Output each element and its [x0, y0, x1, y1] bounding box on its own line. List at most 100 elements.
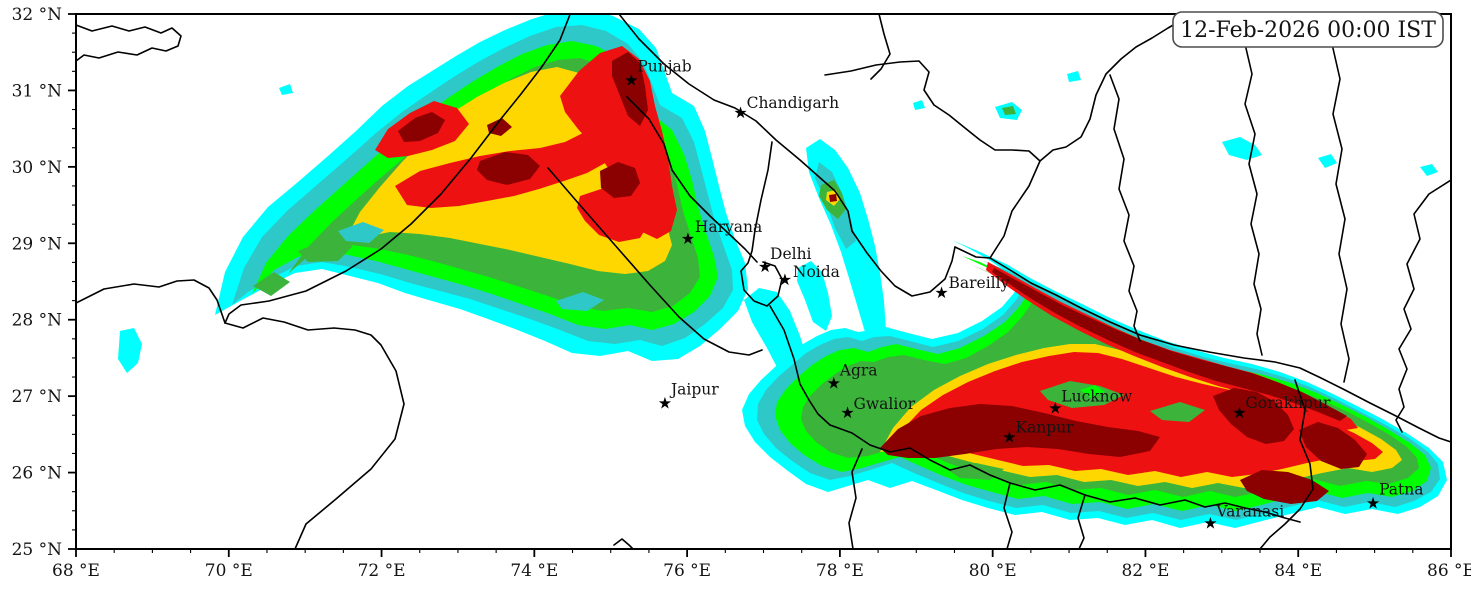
city-haryana: ★Haryana — [681, 218, 763, 248]
city-star-icon: ★ — [827, 373, 841, 392]
city-label: Gorakhpur — [1245, 394, 1331, 412]
fog-region-gorakhpur-maroon — [1213, 388, 1294, 444]
boundary-up-bihar — [1259, 379, 1314, 549]
fog-region-speck-7 — [279, 84, 293, 95]
fog-region-nw-maroon-5 — [487, 118, 512, 136]
city-label: Kanpur — [1015, 419, 1074, 437]
fog-region-nw-accent-green-1 — [298, 239, 353, 262]
city-gorakhpur: ★Gorakhpur — [1232, 394, 1331, 422]
x-tick-label: 84 °E — [1274, 561, 1322, 581]
city-star-icon: ★ — [733, 103, 747, 122]
city-label: Lucknow — [1061, 388, 1133, 406]
city-star-icon: ★ — [658, 393, 672, 412]
boundary-up-mp-border — [829, 424, 1301, 523]
y-tick-label: 31 °N — [12, 81, 63, 101]
city-chandigarh: ★Chandigarh — [733, 94, 839, 122]
x-tick-label: 82 °E — [1121, 561, 1169, 581]
boundary-mp-stub-1 — [848, 448, 863, 549]
city-label: Delhi — [770, 245, 812, 263]
city-star-icon: ★ — [778, 270, 792, 289]
city-label: Haryana — [695, 218, 762, 236]
city-star-icon: ★ — [1048, 399, 1062, 418]
fog-region-speck-2 — [1318, 154, 1337, 168]
city-star-icon: ★ — [1366, 493, 1380, 512]
city-varanasi: ★Varanasi — [1203, 502, 1284, 532]
fog-region-nw-accent-green-2 — [253, 272, 290, 296]
city-star-icon: ★ — [1232, 403, 1246, 422]
x-tick-label: 86 °E — [1427, 561, 1471, 581]
boundary-nepal-internal-2 — [1244, 14, 1263, 356]
city-agra: ★Agra — [827, 361, 878, 392]
timestamp-text: 12-Feb-2026 00:00 IST — [1180, 18, 1436, 43]
fog-region-speck-5-green — [1002, 106, 1016, 115]
fog-region-nw-maroon-4 — [600, 162, 640, 198]
boundary-east-hills — [1395, 179, 1451, 433]
fog-region-foothill-maroon-band — [992, 268, 1347, 421]
city-star-icon: ★ — [624, 71, 638, 90]
boundary-nepal-south — [954, 246, 1451, 443]
fog-region-nw-red-2 — [395, 93, 647, 208]
y-axis-labels: 25 °N 26 °N 27 °N 28 °N 29 °N 30 °N 31 °N 32 °N — [12, 5, 63, 560]
city-label: Varanasi — [1215, 502, 1284, 520]
fog-region-nw-maroon-1 — [398, 112, 445, 142]
boundary-haryana-rajasthan — [547, 167, 763, 356]
fog-region-nw-accent-teal-1 — [338, 222, 384, 243]
city-label: Gwalior — [854, 395, 916, 413]
city-bareilly: ★ Bareilly — [934, 274, 1009, 302]
fog-region-nw-maroon-3 — [612, 52, 648, 126]
city-gwalior: ★Gwalior — [840, 395, 915, 422]
state-boundaries — [76, 14, 1451, 549]
boundary-pakistan-border — [224, 14, 572, 549]
y-tick-label: 26 °N — [12, 464, 63, 484]
boundary-raj-mp-stub — [613, 538, 634, 549]
fog-contour-layers — [118, 14, 1447, 528]
timestamp-box: 12-Feb-2026 00:00 IST — [1172, 11, 1444, 48]
fog-region-se-accent-lime — [1080, 385, 1105, 398]
boundary-pak-internal-west — [76, 279, 226, 324]
x-tick-label: 78 °E — [816, 561, 864, 581]
city-star-icon: ★ — [758, 257, 772, 276]
fog-region-speck-3 — [1420, 164, 1438, 176]
city-label: Bareilly — [948, 274, 1009, 292]
axis-ticks — [68, 13, 1452, 557]
y-tick-label: 32 °N — [12, 5, 63, 25]
x-axis-labels: 68 °E 70 °E 72 °E 74 °E 76 °E 78 °E 80 °E 82 °E… — [52, 561, 1471, 581]
fog-region-kanpur-maroon — [880, 404, 1160, 458]
boundary-mp-stub-2 — [1003, 482, 1013, 549]
fog-region-speck-4 — [1067, 71, 1081, 82]
boundary-nepal-west — [989, 14, 1192, 259]
fog-region-east-maroon-1 — [1299, 422, 1367, 469]
boundary-nepal-internal-3 — [1331, 14, 1350, 383]
boundary-mp-stub-3 — [1077, 494, 1086, 549]
city-label: Punjab — [637, 58, 691, 76]
x-tick-label: 80 °E — [969, 561, 1017, 581]
y-tick-label: 25 °N — [12, 540, 63, 560]
city-noida: ★ Noida — [778, 263, 840, 289]
fog-region-foothill-streak-maroon — [829, 194, 837, 202]
fog-region-nw-red-3 — [560, 46, 677, 239]
y-tick-label: 27 °N — [12, 387, 63, 407]
boundary-himachal-foothills — [618, 14, 956, 297]
x-tick-label: 74 °E — [510, 561, 558, 581]
boundary-nepal-internal-1 — [1109, 74, 1141, 342]
fog-region-west-sliver-cyan — [118, 328, 142, 373]
fog-region-speck-1 — [1222, 137, 1262, 160]
city-kanpur: ★Kanpur — [1002, 419, 1074, 447]
x-tick-label: 70 °E — [205, 561, 253, 581]
fog-region-nw-red-4 — [577, 188, 650, 242]
fog-region-delhi-streak-2 — [797, 261, 832, 331]
x-tick-label: 72 °E — [358, 561, 406, 581]
timestamp-frame — [1172, 11, 1444, 48]
city-star-icon: ★ — [1203, 513, 1217, 532]
fog-region-se-accent-green-2 — [1150, 402, 1205, 422]
boundary-topleft-wiggle — [76, 24, 182, 62]
city-label: Jaipur — [669, 380, 719, 398]
boundary-punjab-haryana — [626, 96, 758, 263]
city-jaipur: ★Jaipur — [658, 380, 719, 412]
y-tick-label: 29 °N — [12, 234, 63, 254]
city-patna: ★Patna — [1366, 480, 1424, 512]
boundary-up-raj-south — [769, 305, 831, 426]
fog-region-east-maroon-2 — [1240, 470, 1329, 504]
